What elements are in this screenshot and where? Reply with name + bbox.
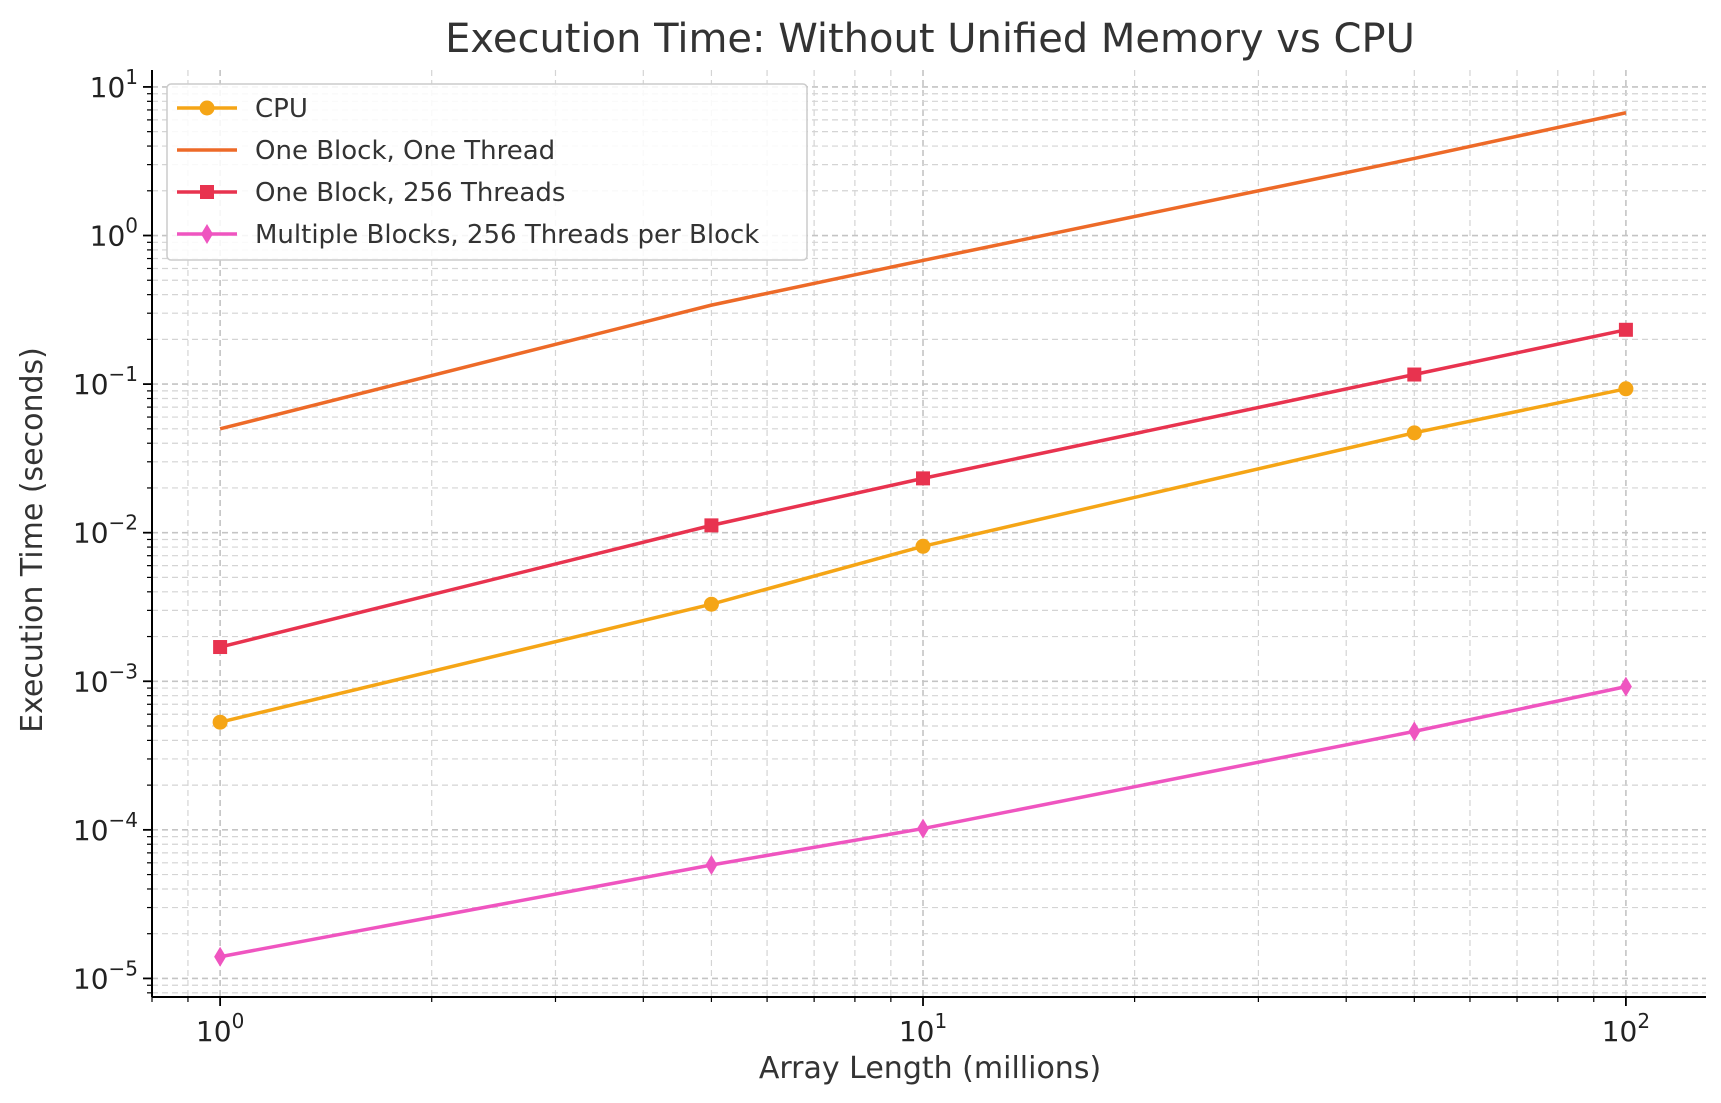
y-tick-label: 101 (90, 65, 138, 104)
data-point (1619, 676, 1632, 697)
y-tick-label: 10−4 (73, 808, 138, 847)
legend-item-3: Multiple Blocks, 256 Threads per Block (177, 220, 759, 250)
legend-marker (200, 185, 214, 199)
series-3 (214, 676, 1632, 967)
series-layer (212, 111, 1634, 967)
data-point (214, 946, 227, 967)
legend-label: One Block, One Thread (255, 136, 555, 166)
legend-item-0: CPU (177, 94, 308, 124)
x-axis-label: Array Length (millions) (759, 1051, 1101, 1086)
data-point (1407, 367, 1422, 382)
data-point (705, 855, 718, 876)
legend-label: Multiple Blocks, 256 Threads per Block (255, 220, 759, 250)
y-axis-label: Execution Time (seconds) (15, 347, 50, 733)
legend-marker (199, 100, 215, 116)
data-point (1618, 381, 1634, 397)
y-tick-label: 10−3 (73, 659, 138, 698)
data-point (703, 596, 719, 612)
legend-item-1: One Block, One Thread (177, 136, 555, 166)
y-tick-label: 10−1 (73, 362, 138, 401)
series-1 (219, 111, 1627, 431)
data-point (1618, 322, 1633, 337)
y-tick-label: 10−5 (73, 956, 138, 995)
series-2 (213, 322, 1633, 655)
x-tick-label: 101 (899, 1009, 947, 1048)
legend-marker (201, 224, 213, 244)
y-tick-label: 10−2 (73, 511, 138, 550)
data-point (915, 538, 931, 554)
data-point (917, 818, 930, 839)
legend-item-2: One Block, 256 Threads (177, 178, 565, 208)
data-point (1408, 721, 1421, 742)
data-point (213, 640, 228, 655)
legend-label: One Block, 256 Threads (255, 178, 565, 208)
data-point (212, 714, 228, 730)
data-point (1406, 425, 1422, 441)
x-tick-label: 102 (1602, 1009, 1650, 1048)
legend: CPU One Block, One Thread One Block, 256 T… (166, 83, 808, 261)
legend-label: CPU (255, 94, 308, 124)
y-tick-label: 100 (90, 214, 138, 253)
ticks-layer: 100 101 102 10−5 10−4 10−3 10−2 10−1 100 101 (73, 65, 1650, 1048)
x-tick-label: 100 (196, 1009, 244, 1048)
data-point (704, 518, 719, 533)
series-0 (212, 381, 1634, 730)
data-point (916, 471, 931, 486)
legend-frame (166, 83, 808, 261)
chart-title: Execution Time: Without Unified Memory v… (445, 16, 1415, 62)
series-line (219, 111, 1627, 431)
